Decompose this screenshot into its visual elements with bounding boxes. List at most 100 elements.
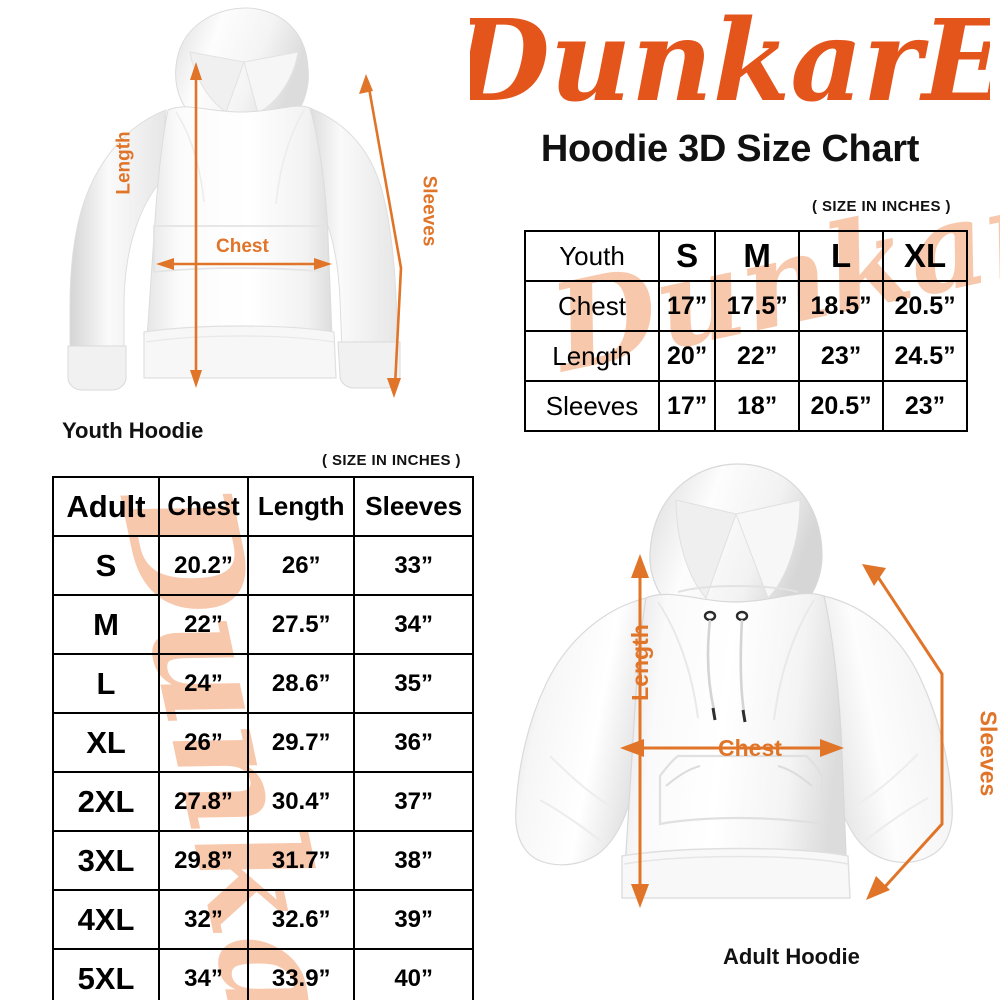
table-row: Chest 17” 17.5” 18.5” 20.5” [524, 280, 968, 332]
youth-chest-l: 18.5” [798, 280, 885, 332]
adult-sleeves-arrow-line [874, 573, 944, 892]
youth-row-length-label: Length [524, 330, 660, 382]
adult-left-sleeve-fold-1 [549, 755, 611, 807]
youth-chest-label: Chest [216, 236, 269, 257]
youth-chest-m: 17.5” [714, 280, 801, 332]
adult-size-2xl: 2XL [52, 771, 160, 832]
youth-sleeves-l: 20.5” [798, 380, 885, 432]
youth-sleeves-label: Sleeves [418, 175, 440, 247]
adult-hood-inner-left [675, 499, 737, 599]
adult-l-chest: 24” [157, 653, 250, 714]
youth-length-s: 20” [657, 330, 717, 382]
adult-s-sleeves: 33” [353, 535, 474, 596]
adult-length-arrowhead-top [631, 554, 649, 578]
adult-hood-inner-right [735, 499, 801, 599]
adult-size-3xl: 3XL [52, 830, 160, 891]
adult-hoodie-svg [515, 463, 953, 908]
adult-aglet-right [741, 709, 747, 723]
adult-size-4xl: 4XL [52, 889, 160, 950]
youth-sleeves-s: 17” [657, 380, 717, 432]
adult-pocket-opening-left [665, 765, 701, 787]
adult-4xl-length: 32.6” [247, 889, 356, 950]
adult-size-s: S [52, 535, 160, 596]
adult-3xl-length: 31.7” [247, 830, 356, 891]
adult-right-sleeve [823, 595, 953, 863]
adult-chest-arrowhead-left [620, 739, 644, 757]
adult-size-m: M [52, 594, 160, 655]
adult-3xl-chest: 29.8” [157, 830, 250, 891]
table-row-header: Youth S M L XL [524, 230, 968, 282]
adult-left-sleeve [515, 597, 647, 866]
table-row: Length 20” 22” 23” 24.5” [524, 330, 968, 382]
adult-hem-line [623, 855, 849, 865]
table-row: 3XL 29.8” 31.7” 38” [52, 830, 474, 891]
adult-length-arrowhead-bottom [631, 884, 649, 908]
youth-pocket [153, 225, 327, 274]
adult-m-chest: 22” [157, 594, 250, 655]
adult-table-corner: Adult [52, 476, 160, 537]
youth-hem [143, 325, 337, 379]
youth-chest-s: 17” [657, 280, 717, 332]
youth-body [143, 105, 337, 379]
adult-3xl-sleeves: 38” [353, 830, 474, 891]
youth-row-sleeves-label: Sleeves [524, 380, 660, 432]
brand-logo-svg: DunkarE [470, 8, 990, 127]
adult-pocket-opening-right [777, 765, 813, 787]
youth-length-label: Length [113, 131, 135, 195]
adult-chest-label: Chest [718, 735, 782, 761]
adult-xl-length: 29.7” [247, 712, 356, 773]
youth-left-cuff [67, 345, 127, 391]
youth-chest-arrowhead-left [156, 258, 174, 270]
table-row: 4XL 32” 32.6” 39” [52, 889, 474, 950]
adult-size-table: Adult Chest Length Sleeves S 20.2” 26” 3… [52, 476, 474, 1000]
adult-2xl-sleeves: 37” [353, 771, 474, 832]
youth-sleeves-arrowhead-bottom [387, 378, 401, 398]
table-row: S 20.2” 26” 33” [52, 535, 474, 596]
adult-5xl-chest: 34” [157, 948, 250, 1000]
adult-pocket [658, 754, 824, 826]
adult-xl-chest: 26” [157, 712, 250, 773]
youth-hoodie-illustration [58, 6, 418, 416]
youth-hem-line [145, 335, 335, 343]
youth-length-m: 22” [714, 330, 801, 382]
table-row: M 22” 27.5” 34” [52, 594, 474, 655]
youth-measurement-arrows [156, 62, 403, 398]
adult-m-sleeves: 34” [353, 594, 474, 655]
adult-col-sleeves: Sleeves [353, 476, 474, 537]
adult-sleeves-label: Sleeves [975, 710, 1000, 797]
adult-sleeves-arrowhead-bottom [866, 876, 890, 900]
adult-size-5xl: 5XL [52, 948, 160, 1000]
youth-size-table: Youth S M L XL Chest 17” 17.5” 18.5” 20.… [524, 230, 968, 432]
table-row: L 24” 28.6” 35” [52, 653, 474, 714]
adult-measurement-arrows [620, 554, 944, 908]
youth-table-corner: Youth [524, 230, 660, 282]
adult-5xl-sleeves: 40” [353, 948, 474, 1000]
adult-sleeves-arrowhead-top [862, 564, 886, 586]
adult-4xl-chest: 32” [157, 889, 250, 950]
adult-hem [621, 847, 851, 899]
page-title: Hoodie 3D Size Chart [540, 128, 920, 170]
youth-sleeves-arrowhead-top [359, 74, 373, 94]
adult-l-sleeves: 35” [353, 653, 474, 714]
adult-s-chest: 20.2” [157, 535, 250, 596]
adult-left-sleeve-fold-2 [539, 799, 603, 843]
table-row-header: Adult Chest Length Sleeves [52, 476, 474, 537]
adult-s-length: 26” [247, 535, 356, 596]
adult-col-length: Length [247, 476, 356, 537]
brand-logo: DunkarE [470, 8, 990, 128]
adult-right-sleeve-fold-2 [865, 797, 929, 841]
adult-seam-left [657, 601, 699, 719]
youth-col-l: L [798, 230, 885, 282]
youth-length-l: 23” [798, 330, 885, 382]
adult-hood-band [677, 585, 799, 593]
adult-m-length: 27.5” [247, 594, 356, 655]
youth-chest-arrowhead-right [314, 258, 332, 270]
table-row: 2XL 27.8” 30.4” 37” [52, 771, 474, 832]
adult-length-label: Length [626, 624, 653, 701]
adult-seam-right [773, 599, 815, 721]
youth-length-arrowhead-top [190, 62, 202, 80]
adult-hoodie-illustration [510, 456, 980, 946]
youth-chest-xl: 20.5” [882, 280, 968, 332]
adult-drawstring-left [706, 619, 716, 711]
